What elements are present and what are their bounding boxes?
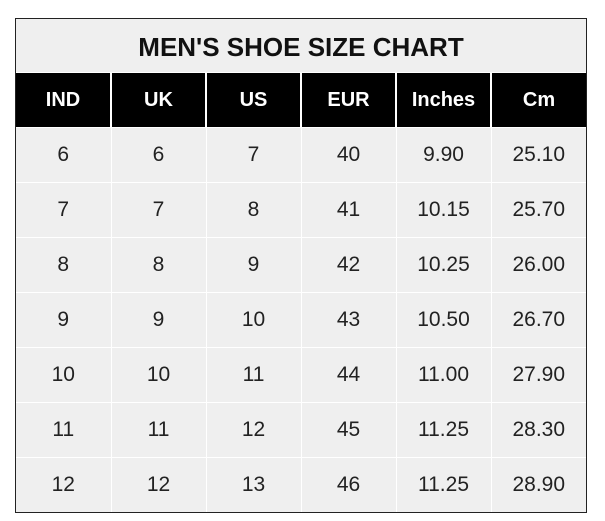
table-cell: 10.25 (395, 237, 491, 293)
table-cell: 7 (110, 182, 206, 238)
table-cell: 10 (205, 292, 301, 348)
table-cell: 25.70 (490, 182, 586, 238)
table-cell: 26.70 (490, 292, 586, 348)
table-cell: 6 (16, 127, 111, 183)
column-header: IND (16, 73, 111, 128)
table-cell: 41 (300, 182, 396, 238)
table-cell: 7 (16, 182, 111, 238)
table-cell: 12 (110, 457, 206, 512)
table-cell: 9 (110, 292, 206, 348)
table-cell: 12 (16, 457, 111, 512)
column-header: Inches (395, 73, 491, 128)
size-chart-table: MEN'S SHOE SIZE CHART IND UK US EUR Inches Cm… (15, 18, 587, 513)
table-cell: 11 (110, 402, 206, 458)
table-cell: 11 (205, 347, 301, 403)
table: IND UK US EUR Inches Cm 6 6 7 40 9.90 25.10 7 7 8 41 10… (16, 73, 586, 512)
table-cell: 9 (16, 292, 111, 348)
table-cell: 44 (300, 347, 396, 403)
table-cell: 28.30 (490, 402, 586, 458)
table-cell: 12 (205, 402, 301, 458)
header-row: IND UK US EUR Inches Cm (16, 73, 586, 128)
table-cell: 11.25 (395, 457, 491, 512)
table-cell: 13 (205, 457, 301, 512)
table-cell: 9.90 (395, 127, 491, 183)
table-cell: 40 (300, 127, 396, 183)
column-header: Cm (490, 73, 586, 128)
table-cell: 27.90 (490, 347, 586, 403)
table-cell: 25.10 (490, 127, 586, 183)
column-header: UK (110, 73, 206, 128)
table-cell: 11.00 (395, 347, 491, 403)
table-cell: 11.25 (395, 402, 491, 458)
table-row: 10 10 11 44 11.00 27.90 (16, 347, 586, 403)
table-cell: 43 (300, 292, 396, 348)
column-header: EUR (300, 73, 396, 128)
table-cell: 10.15 (395, 182, 491, 238)
table-cell: 6 (110, 127, 206, 183)
table-cell: 7 (205, 127, 301, 183)
table-cell: 8 (205, 182, 301, 238)
table-cell: 10.50 (395, 292, 491, 348)
table-cell: 42 (300, 237, 396, 293)
table-row: 12 12 13 46 11.25 28.90 (16, 457, 586, 512)
table-cell: 9 (205, 237, 301, 293)
chart-title: MEN'S SHOE SIZE CHART (16, 19, 586, 73)
table-row: 8 8 9 42 10.25 26.00 (16, 237, 586, 293)
table-cell: 45 (300, 402, 396, 458)
table-cell: 28.90 (490, 457, 586, 512)
table-row: 7 7 8 41 10.15 25.70 (16, 182, 586, 238)
table-cell: 10 (16, 347, 111, 403)
table-cell: 46 (300, 457, 396, 512)
table-cell: 8 (16, 237, 111, 293)
table-row: 11 11 12 45 11.25 28.30 (16, 402, 586, 458)
table-cell: 26.00 (490, 237, 586, 293)
table-row: 6 6 7 40 9.90 25.10 (16, 127, 586, 183)
table-cell: 8 (110, 237, 206, 293)
table-cell: 10 (110, 347, 206, 403)
table-cell: 11 (16, 402, 111, 458)
table-row: 9 9 10 43 10.50 26.70 (16, 292, 586, 348)
column-header: US (205, 73, 301, 128)
